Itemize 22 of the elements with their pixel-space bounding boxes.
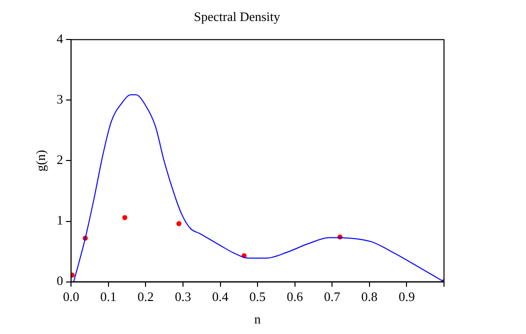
x-tick-label: 0.7 [324,289,341,304]
y-tick-label: 1 [56,212,64,228]
x-tick-label: 0.0 [62,289,80,304]
x-axis-title: n [254,312,262,327]
y-tick-label: 2 [56,152,64,168]
x-tick-label: 0.6 [286,289,304,304]
x-tick-label: 0.2 [138,289,154,304]
y-tick-label: 0 [56,273,64,288]
y-tick-label: 4 [56,31,64,46]
point [176,221,182,226]
x-tick-label: 0.3 [174,289,192,304]
x-tick-label: 0.9 [398,289,415,304]
point [71,272,75,278]
chart-title: Spectral Density [194,9,281,24]
y-axis-title: g(n) [33,150,48,172]
x-tick-label: 0.5 [249,289,266,304]
y-tick-label: 3 [56,92,64,107]
point [122,215,128,220]
x-tick-label: 0.4 [212,289,229,304]
line-series [73,94,444,282]
x-tick-label: 0.1 [100,289,117,304]
x-tick-label: 0.8 [361,289,378,304]
